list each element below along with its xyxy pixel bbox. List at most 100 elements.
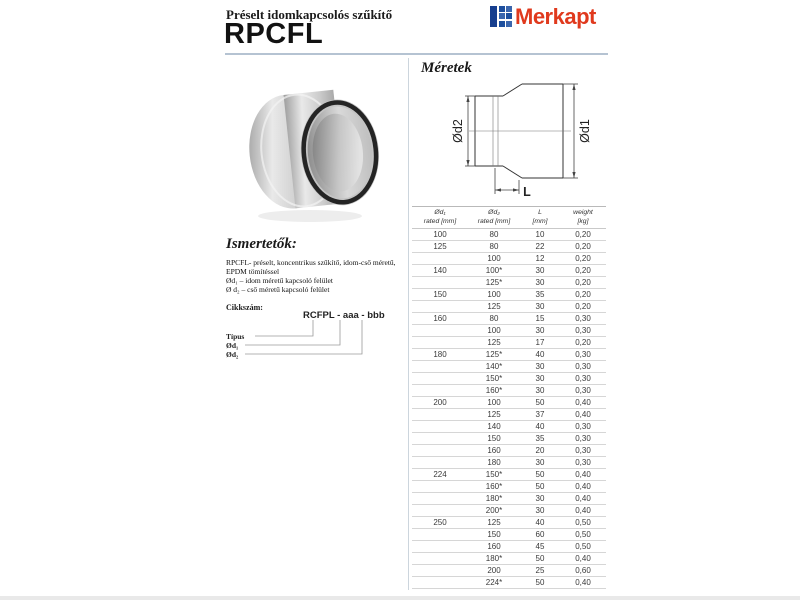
table-cell: 30 (520, 372, 560, 385)
table-cell: 0,20 (560, 288, 606, 301)
features-line: EPDM tömítéssel (226, 267, 280, 276)
table-cell: 250 (412, 516, 468, 529)
table-cell: 0,40 (560, 468, 606, 481)
brand-logo: Merkapt (490, 4, 596, 30)
table-cell (412, 552, 468, 565)
table-cell: 0,20 (560, 252, 606, 265)
drawing-label-d1: Ød1 (578, 119, 592, 143)
table-cell: 15 (520, 312, 560, 325)
table-cell: 0,30 (560, 420, 606, 433)
table-header-row: Ød₁ rated [mm] Ød₂ rated [mm] L [mm] weight… (412, 206, 606, 229)
table-row: 125 17 0,20 (412, 336, 606, 349)
table-cell: 0,30 (560, 384, 606, 397)
sku-label-d1: Ød₁ (226, 341, 239, 350)
table-cell: 0,20 (560, 336, 606, 349)
product-title: RPCFL (224, 18, 324, 50)
table-row: 160* 30 0,30 (412, 384, 606, 397)
product-subtitle: Préselt idomkapcsolós szűkítő (226, 7, 393, 22)
table-cell: 160 (468, 540, 520, 553)
table-row: 125 37 0,40 (412, 408, 606, 421)
table-row: 200 25 0,60 (412, 564, 606, 577)
table-row: 150 35 0,30 (412, 432, 606, 445)
table-cell: 50 (520, 576, 560, 589)
table-cell: 0,30 (560, 324, 606, 337)
table-cell (412, 504, 468, 517)
table-cell: 125 (468, 336, 520, 349)
table-cell: 50 (520, 480, 560, 493)
table-row: 224* 50 0,40 (412, 576, 606, 589)
table-row: 250 125 40 0,50 (412, 516, 606, 529)
table-row: 100 30 0,30 (412, 324, 606, 337)
table-row: 224 150* 50 0,40 (412, 468, 606, 481)
table-row: 150 100 35 0,20 (412, 288, 606, 301)
table-cell: 200* (468, 504, 520, 517)
table-cell: 0,40 (560, 408, 606, 421)
table-cell: 140* (468, 360, 520, 373)
table-cell: 0,50 (560, 516, 606, 529)
col-header-d2: Ød₂ rated [mm] (468, 206, 520, 229)
col-header-d1: Ød₁ rated [mm] (412, 206, 468, 229)
table-cell (412, 444, 468, 457)
sku-label-type: Típus (226, 332, 245, 341)
table-cell: 0,40 (560, 504, 606, 517)
sku-label-d2: Ød₂ (226, 350, 239, 359)
table-cell: 0,50 (560, 528, 606, 541)
table-cell: 180* (468, 552, 520, 565)
table-cell: 0,30 (560, 360, 606, 373)
page-bottom-edge (0, 596, 800, 600)
brand-name: Merkapt (515, 4, 596, 29)
table-cell: 0,20 (560, 300, 606, 313)
table-cell: 22 (520, 240, 560, 253)
table-cell: 140 (468, 420, 520, 433)
table-cell (412, 432, 468, 445)
table-cell: 20 (520, 444, 560, 457)
table-cell: 37 (520, 408, 560, 421)
table-cell: 100 (468, 396, 520, 409)
table-row: 160 45 0,50 (412, 540, 606, 553)
table-row: 100 12 0,20 (412, 252, 606, 265)
table-row: 180* 50 0,40 (412, 552, 606, 565)
table-cell (412, 324, 468, 337)
table-cell: 100* (468, 264, 520, 277)
table-row: 180* 30 0,40 (412, 492, 606, 505)
table-cell (412, 408, 468, 421)
table-cell: 160 (468, 444, 520, 457)
table-cell: 224 (412, 468, 468, 481)
table-cell: 10 (520, 228, 560, 241)
table-cell: 17 (520, 336, 560, 349)
table-cell: 50 (520, 552, 560, 565)
table-cell (412, 252, 468, 265)
table-cell: 0,30 (560, 444, 606, 457)
table-cell: 0,20 (560, 276, 606, 289)
table-cell: 150* (468, 372, 520, 385)
table-cell: 125* (468, 348, 520, 361)
table-cell: 50 (520, 396, 560, 409)
table-cell: 30 (520, 324, 560, 337)
table-cell: 40 (520, 516, 560, 529)
table-cell (412, 384, 468, 397)
table-cell: 80 (468, 240, 520, 253)
col-header-weight: weight [kg] (560, 206, 606, 229)
header-divider (225, 53, 608, 55)
table-row: 125* 30 0,20 (412, 276, 606, 289)
table-cell: 150 (412, 288, 468, 301)
sku-heading: Cikkszám: (226, 303, 263, 312)
table-cell: 30 (520, 360, 560, 373)
table-cell: 125 (468, 300, 520, 313)
table-cell: 180 (412, 348, 468, 361)
table-cell (412, 492, 468, 505)
table-cell: 150* (468, 468, 520, 481)
table-row: 140 40 0,30 (412, 420, 606, 433)
table-cell: 100 (412, 228, 468, 241)
table-row: 180 30 0,30 (412, 456, 606, 469)
table-cell: 140 (412, 264, 468, 277)
table-row: 200* 30 0,40 (412, 504, 606, 517)
table-cell (412, 420, 468, 433)
table-cell: 180* (468, 492, 520, 505)
features-line: Ød₁ – idom méretű kapcsoló felület (226, 276, 333, 285)
table-cell: 0,30 (560, 348, 606, 361)
table-row: 160 20 0,30 (412, 444, 606, 457)
col-header-l: L [mm] (520, 206, 560, 229)
table-cell: 125 (412, 240, 468, 253)
table-cell: 160 (412, 312, 468, 325)
